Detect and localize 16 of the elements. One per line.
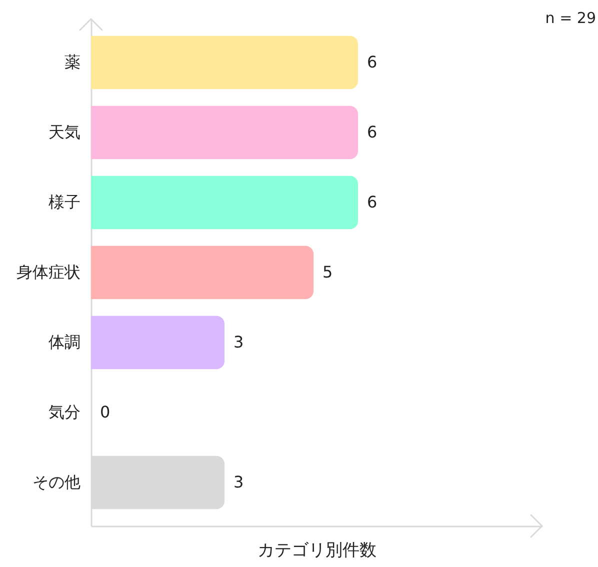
data-label: 5	[322, 262, 333, 282]
data-label: 3	[234, 472, 244, 492]
y-tick-label: 気分	[48, 402, 80, 422]
y-tick-label: 様子	[48, 192, 80, 212]
y-tick-label: 体調	[48, 332, 80, 352]
data-label: 0	[100, 402, 110, 422]
y-tick-label: 薬	[64, 52, 80, 72]
y-tick-label: 天気	[48, 122, 80, 142]
y-tick-label: 身体症状	[16, 262, 80, 282]
text: n = 29	[545, 9, 596, 27]
data-label: 3	[234, 332, 244, 352]
y-tick-label: その他	[32, 472, 80, 492]
data-label: 6	[367, 192, 378, 212]
x-axis-title: カテゴリ別件数	[258, 540, 376, 560]
data-label: 6	[367, 122, 378, 142]
data-label: 6	[367, 52, 378, 72]
